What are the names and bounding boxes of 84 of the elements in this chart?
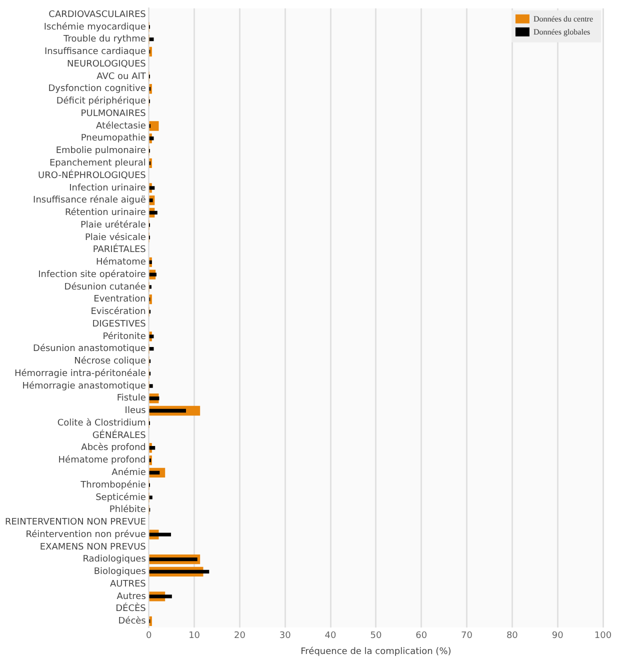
y-tick-label: DÉCÈS bbox=[116, 602, 146, 614]
legend-label: Données du centre bbox=[533, 14, 594, 24]
y-tick-label: NEUROLOGIQUES bbox=[67, 59, 146, 70]
x-tick-label: 0 bbox=[146, 631, 152, 642]
y-tick-label: PARIÉTALES bbox=[92, 243, 146, 256]
legend-label: Données globales bbox=[533, 27, 590, 36]
bar bbox=[149, 260, 152, 264]
y-tick-label: REINTERVENTION NON PREVUE bbox=[4, 518, 146, 528]
y-tick-label: Hémorragie anastomotique bbox=[22, 380, 146, 392]
x-axis-title: Fréquence de la complication (%) bbox=[300, 646, 452, 657]
y-tick-label: Eviscération bbox=[90, 306, 146, 318]
y-tick-label: Trouble du rythme bbox=[62, 34, 146, 45]
bar bbox=[149, 446, 156, 450]
y-tick-label: Pneumopathie bbox=[80, 134, 146, 144]
y-tick-label: Décès bbox=[118, 616, 146, 627]
y-tick-label: Thrombopénie bbox=[80, 479, 146, 490]
y-tick-label: DIGESTIVES bbox=[92, 319, 146, 330]
bar bbox=[149, 384, 153, 388]
y-tick-label: AUTRES bbox=[110, 579, 146, 590]
y-tick-label: Hématome profond bbox=[58, 454, 146, 466]
y-tick-label: Rétention urinaire bbox=[64, 207, 146, 218]
y-tick-label: Hématome bbox=[96, 256, 146, 268]
bar bbox=[149, 347, 154, 351]
bar bbox=[149, 470, 160, 474]
y-tick-label: Radiologiques bbox=[82, 554, 146, 565]
bar bbox=[149, 136, 154, 140]
y-tick-label: Embolie pulmonaire bbox=[56, 146, 146, 156]
x-tick-label: 10 bbox=[188, 631, 200, 642]
bar bbox=[149, 38, 154, 42]
y-tick-label: CARDIOVASCULAIRES bbox=[48, 10, 146, 20]
y-tick-label: Epanchement pleural bbox=[49, 158, 146, 168]
bar bbox=[149, 334, 154, 338]
bar bbox=[149, 594, 172, 598]
x-tick-label: 100 bbox=[594, 631, 612, 642]
y-tick-label: Insuffisance rénale aiguë bbox=[33, 194, 146, 206]
y-tick-label: Abcès profond bbox=[81, 442, 146, 454]
y-tick-label: URO-NÉPHROLOGIQUES bbox=[38, 168, 146, 181]
y-tick-label: Autres bbox=[116, 592, 146, 602]
y-tick-label: AVC ou AIT bbox=[96, 72, 146, 82]
bar bbox=[149, 532, 172, 536]
y-tick-label: PULMONAIRES bbox=[80, 108, 146, 119]
y-tick-label: Colite à Clostridium bbox=[57, 417, 146, 428]
y-tick-label: Septicémie bbox=[96, 492, 146, 503]
y-tick-label: Phlébite bbox=[109, 504, 146, 516]
bar bbox=[149, 408, 186, 413]
y-tick-label: Infection urinaire bbox=[69, 183, 146, 194]
x-tick-label: 70 bbox=[461, 631, 473, 642]
y-tick-label: Infection site opératoire bbox=[38, 268, 146, 280]
y-tick-label: Réintervention non prévue bbox=[26, 528, 146, 540]
y-tick-label: Dysfonction cognitive bbox=[48, 84, 146, 94]
x-tick-label: 80 bbox=[506, 631, 518, 642]
y-tick-label: Atélectasie bbox=[96, 120, 146, 132]
y-tick-label: EXAMENS NON PREVUS bbox=[40, 542, 146, 552]
x-tick-label: 60 bbox=[416, 631, 428, 642]
y-tick-label: Désunion cutanée bbox=[64, 281, 146, 292]
y-tick-label: Eventration bbox=[94, 294, 146, 305]
bar bbox=[149, 186, 155, 190]
y-tick-label: Déficit périphérique bbox=[56, 96, 146, 107]
y-tick-label: Plaie vésicale bbox=[84, 232, 146, 243]
bar bbox=[149, 557, 198, 562]
bar bbox=[149, 570, 210, 574]
y-tick-label: Désunion anastomotique bbox=[33, 343, 146, 354]
bar bbox=[149, 396, 160, 400]
y-tick-label: Plaie urétérale bbox=[80, 219, 146, 230]
y-tick-label: Ileus bbox=[124, 406, 146, 416]
y-tick-label: Anémie bbox=[112, 466, 146, 478]
x-tick-label: 40 bbox=[324, 631, 337, 642]
y-tick-label: Nécrose colique bbox=[74, 356, 146, 367]
bar bbox=[149, 496, 152, 500]
y-tick-label: Biologiques bbox=[94, 567, 146, 578]
x-tick-label: 50 bbox=[370, 631, 382, 642]
bar bbox=[149, 210, 158, 214]
bar bbox=[149, 121, 159, 131]
bar bbox=[149, 272, 156, 276]
x-tick-label: 90 bbox=[552, 631, 564, 642]
y-tick-label: Ischémie myocardique bbox=[44, 21, 146, 32]
y-tick-label: Péritonite bbox=[102, 330, 146, 342]
y-tick-label: Insuffisance cardiaque bbox=[44, 47, 146, 58]
x-tick-label: 30 bbox=[279, 631, 292, 642]
x-tick-label: 20 bbox=[234, 631, 246, 642]
bar bbox=[149, 198, 153, 202]
y-tick-label: GÉNÉRALES bbox=[92, 428, 146, 441]
y-tick-label: Fistule bbox=[116, 394, 146, 404]
y-tick-label: Hémorragie intra-péritonéale bbox=[14, 368, 146, 379]
